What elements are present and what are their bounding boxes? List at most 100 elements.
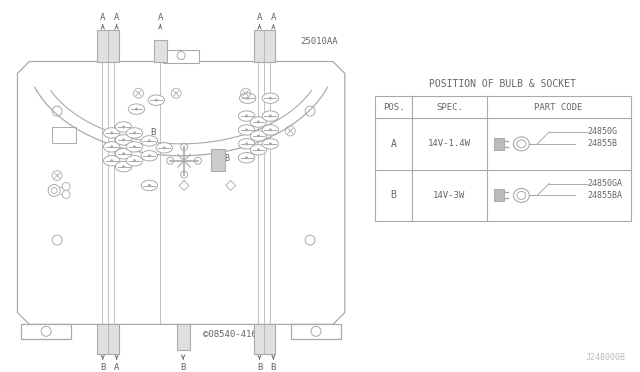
Circle shape: [257, 148, 260, 151]
Circle shape: [148, 154, 151, 157]
Ellipse shape: [250, 145, 267, 155]
Ellipse shape: [262, 111, 278, 121]
Circle shape: [269, 97, 272, 100]
Ellipse shape: [115, 148, 132, 159]
Text: 14V-3W: 14V-3W: [433, 191, 465, 200]
Circle shape: [122, 138, 125, 141]
Circle shape: [133, 131, 136, 134]
Ellipse shape: [126, 128, 143, 138]
Text: B: B: [390, 190, 396, 201]
Ellipse shape: [239, 111, 255, 121]
Ellipse shape: [250, 117, 267, 127]
Circle shape: [122, 152, 125, 155]
Bar: [163, 49, 199, 64]
Text: A: A: [257, 13, 262, 22]
Circle shape: [245, 142, 248, 145]
Circle shape: [110, 131, 113, 134]
Text: B: B: [271, 363, 276, 372]
Text: B: B: [180, 363, 186, 372]
Text: ©08540-41610: ©08540-41610: [204, 330, 268, 339]
Ellipse shape: [262, 93, 278, 103]
Ellipse shape: [262, 125, 278, 135]
Text: PART CODE: PART CODE: [534, 103, 583, 112]
Bar: [97, 30, 118, 61]
Text: SPEC.: SPEC.: [436, 103, 463, 112]
Ellipse shape: [239, 153, 255, 163]
Polygon shape: [17, 61, 345, 324]
Circle shape: [135, 108, 138, 110]
Circle shape: [269, 142, 272, 145]
Circle shape: [110, 159, 113, 162]
Circle shape: [245, 115, 248, 118]
Text: B: B: [150, 128, 156, 137]
Text: 24855BA: 24855BA: [588, 191, 623, 200]
Ellipse shape: [115, 161, 132, 172]
Text: A: A: [157, 13, 163, 22]
Ellipse shape: [148, 95, 164, 105]
Bar: [374, 96, 630, 221]
Text: 24850GA: 24850GA: [588, 179, 623, 188]
Bar: [493, 138, 504, 150]
Ellipse shape: [239, 139, 255, 149]
Ellipse shape: [126, 155, 143, 166]
Circle shape: [155, 99, 158, 102]
Bar: [493, 189, 504, 201]
Bar: [253, 30, 275, 61]
Circle shape: [122, 125, 125, 128]
Circle shape: [269, 128, 272, 131]
Circle shape: [257, 134, 260, 137]
Ellipse shape: [115, 135, 132, 145]
Bar: [154, 40, 167, 61]
Ellipse shape: [513, 137, 529, 151]
Circle shape: [133, 159, 136, 162]
Ellipse shape: [128, 104, 145, 114]
Text: A: A: [390, 139, 396, 149]
Ellipse shape: [104, 155, 120, 166]
Text: B: B: [257, 363, 262, 372]
Ellipse shape: [250, 131, 267, 141]
Ellipse shape: [262, 139, 278, 149]
Circle shape: [122, 165, 125, 168]
Circle shape: [148, 184, 151, 187]
Text: A: A: [114, 13, 119, 22]
Text: 25010AA: 25010AA: [300, 37, 338, 46]
Text: J248000B: J248000B: [586, 353, 625, 362]
Circle shape: [257, 121, 260, 124]
Ellipse shape: [141, 180, 157, 191]
Text: POS.: POS.: [383, 103, 404, 112]
Ellipse shape: [141, 136, 157, 146]
Text: 24850G: 24850G: [588, 128, 618, 137]
Circle shape: [110, 145, 113, 148]
Text: B: B: [100, 363, 106, 372]
Bar: [21, 324, 71, 339]
Circle shape: [245, 128, 248, 131]
Circle shape: [163, 146, 166, 149]
Circle shape: [269, 115, 272, 118]
Bar: [253, 324, 275, 354]
Ellipse shape: [115, 122, 132, 132]
Bar: [52, 127, 76, 143]
Text: 24855B: 24855B: [588, 140, 618, 148]
Text: 14V-1.4W: 14V-1.4W: [428, 140, 471, 148]
Text: POSITION OF BULB & SOCKET: POSITION OF BULB & SOCKET: [429, 79, 576, 89]
Text: A: A: [271, 13, 276, 22]
Bar: [211, 149, 225, 171]
Text: A: A: [114, 363, 119, 372]
Ellipse shape: [156, 142, 172, 153]
Ellipse shape: [513, 189, 529, 202]
Text: B: B: [225, 154, 230, 163]
Bar: [291, 324, 341, 339]
Ellipse shape: [104, 128, 120, 138]
Ellipse shape: [239, 125, 255, 135]
Ellipse shape: [141, 151, 157, 161]
Ellipse shape: [126, 142, 143, 152]
Ellipse shape: [104, 142, 120, 152]
Text: A: A: [100, 13, 106, 22]
Bar: [97, 324, 118, 354]
Bar: [177, 324, 190, 350]
Circle shape: [245, 156, 248, 159]
Ellipse shape: [239, 93, 256, 103]
Circle shape: [148, 140, 151, 142]
Circle shape: [133, 145, 136, 148]
Circle shape: [246, 97, 249, 100]
